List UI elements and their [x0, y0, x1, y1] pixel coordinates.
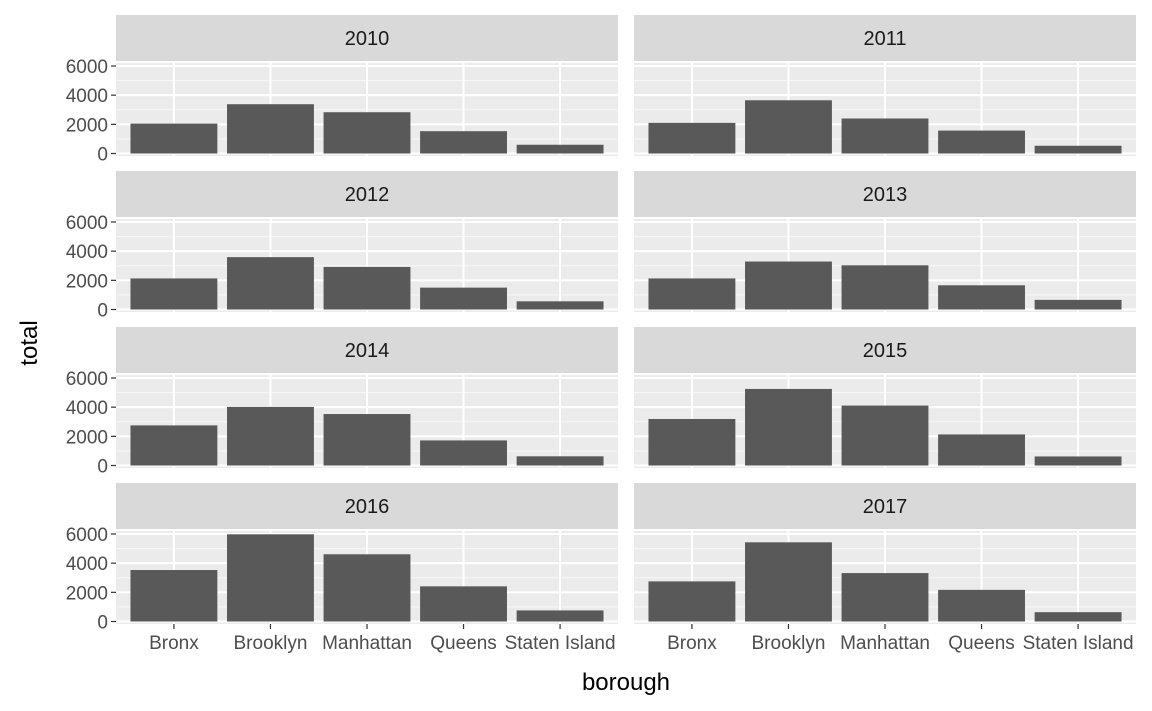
bar-2012-staten-island [516, 301, 604, 310]
bar-2010-staten-island [516, 144, 604, 154]
facet-strip [116, 327, 618, 373]
x-tick-label: Staten Island [505, 633, 616, 654]
x-tick-label: Manhattan [322, 633, 412, 654]
facet-panel-2016: 2016 0 2000 4000 6000 Bronx Brooklyn Manhattan Q… [66, 483, 618, 654]
y-axis-title: total [16, 320, 43, 365]
facet-panel-2014: 2014 0 2000 4000 6000 [66, 327, 618, 478]
bar-2015-queens [938, 434, 1025, 466]
bar-2013-brooklyn [745, 261, 832, 310]
x-tick-label: Queens [430, 633, 497, 654]
bar-2015-manhattan [841, 405, 929, 466]
bar-2017-manhattan [841, 573, 929, 622]
facet-strip [116, 171, 618, 217]
x-tick-label: Manhattan [840, 633, 930, 654]
facet-strip-label: 2017 [863, 496, 908, 518]
bar-2013-queens [938, 285, 1025, 310]
bar-2016-bronx [130, 570, 218, 622]
y-tick-label: 2000 [66, 427, 108, 448]
bar-2012-manhattan [323, 266, 411, 310]
facet-panel-2015: 2015 [634, 327, 1136, 468]
bar-2013-manhattan [841, 265, 929, 310]
x-tick-label: Bronx [149, 633, 199, 654]
facet-strip-label: 2010 [345, 28, 390, 50]
facet-panels: 2010020004000600020112012020004000600020… [66, 15, 1136, 654]
y-tick-label: 0 [97, 457, 108, 478]
y-tick-label: 6000 [66, 369, 108, 390]
bar-2011-staten-island [1034, 145, 1122, 154]
facet-panel-2012: 2012 0 2000 4000 6000 [66, 171, 618, 322]
x-axis-title: borough [582, 669, 670, 696]
y-tick-label: 4000 [66, 554, 108, 575]
bar-2014-staten-island [516, 456, 604, 466]
facet-panel-2011: 2011 [634, 15, 1136, 156]
y-tick-label: 6000 [66, 57, 108, 78]
facet-strip-label: 2011 [863, 28, 906, 50]
bar-2010-manhattan [323, 112, 411, 154]
bar-2012-bronx [130, 278, 218, 310]
bar-2015-brooklyn [745, 388, 832, 466]
x-tick-label: Brooklyn [752, 633, 826, 654]
facet-strip [634, 483, 1136, 529]
bar-2017-queens [938, 589, 1025, 622]
bar-2016-queens [420, 586, 507, 622]
y-tick-label: 4000 [66, 242, 108, 263]
facet-panel-2010: 2010 0 2000 4000 6000 [66, 15, 618, 166]
bar-2017-bronx [648, 581, 736, 622]
bar-2013-bronx [648, 278, 736, 310]
y-tick-label: 2000 [66, 271, 108, 292]
facet-panel-2017: 2017 Bronx Brooklyn Manhattan Queens Staten I… [634, 483, 1136, 654]
bar-2017-staten-island [1034, 612, 1122, 622]
bar-2011-brooklyn [745, 100, 832, 154]
bar-2014-bronx [130, 425, 218, 466]
x-tick-label: Queens [948, 633, 1015, 654]
facet-strip [634, 327, 1136, 373]
y-tick-label: 6000 [66, 525, 108, 546]
bar-2016-manhattan [323, 554, 411, 622]
bar-2010-bronx [130, 123, 218, 154]
bar-2014-manhattan [323, 414, 411, 466]
bar-2015-bronx [648, 418, 736, 466]
bar-2014-queens [420, 440, 507, 466]
y-tick-label: 2000 [66, 583, 108, 604]
bar-2010-queens [420, 131, 507, 154]
facet-strip [116, 15, 618, 61]
facet-strip-label: 2015 [863, 340, 908, 362]
y-tick-label: 4000 [66, 398, 108, 419]
facet-strip-label: 2014 [345, 340, 390, 362]
bar-2015-staten-island [1034, 456, 1122, 466]
x-tick-label: Bronx [667, 633, 717, 654]
bar-2011-manhattan [841, 118, 929, 154]
facet-strip-label: 2016 [345, 496, 390, 518]
facet-strip [116, 483, 618, 529]
y-tick-label: 0 [97, 613, 108, 634]
facet-strip-label: 2013 [863, 184, 908, 206]
y-tick-label: 0 [97, 301, 108, 322]
y-tick-label: 4000 [66, 86, 108, 107]
x-tick-label: Staten Island [1023, 633, 1134, 654]
y-tick-label: 0 [97, 145, 108, 166]
bar-2016-staten-island [516, 610, 604, 622]
facet-strip [634, 15, 1136, 61]
bar-2011-bronx [648, 122, 736, 154]
facet-strip-label: 2012 [345, 184, 390, 206]
x-tick-label: Brooklyn [234, 633, 308, 654]
bar-2016-brooklyn [227, 534, 314, 622]
bar-2012-brooklyn [227, 257, 314, 310]
facet-strip [634, 171, 1136, 217]
bar-2017-brooklyn [745, 542, 832, 622]
bar-2014-brooklyn [227, 406, 314, 466]
bar-2012-queens [420, 287, 507, 310]
bar-2013-staten-island [1034, 299, 1122, 310]
facet-panel-2013: 2013 [634, 171, 1136, 312]
y-tick-label: 6000 [66, 213, 108, 234]
y-tick-label: 2000 [66, 115, 108, 136]
bar-2011-queens [938, 130, 1025, 154]
bar-2010-brooklyn [227, 104, 314, 154]
